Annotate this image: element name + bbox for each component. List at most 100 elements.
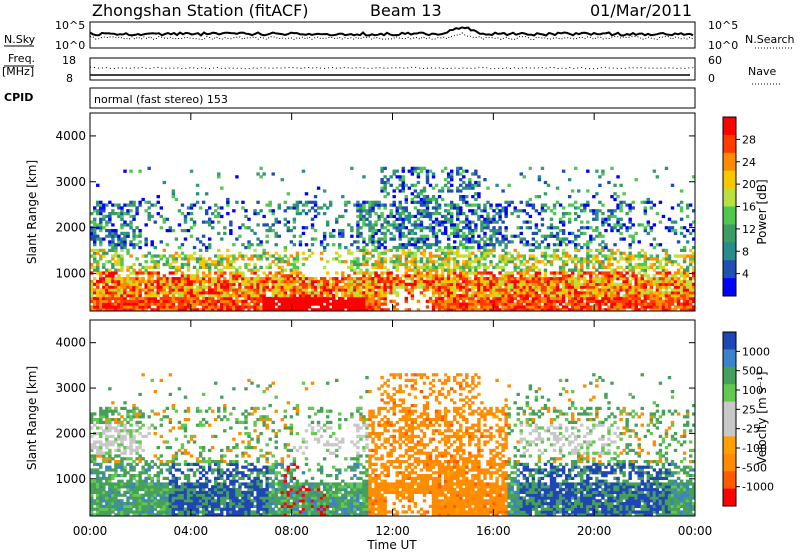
- heatmap-cell: [214, 308, 218, 312]
- heatmap-cell: [374, 282, 378, 286]
- heatmap-cell: [114, 262, 118, 267]
- heatmap-cell: [277, 291, 281, 295]
- heatmap-cell: [117, 257, 121, 261]
- heatmap-cell: [286, 206, 291, 210]
- heatmap-cell: [477, 180, 481, 185]
- heatmap-cell: [286, 305, 291, 309]
- heatmap-cell: [419, 285, 424, 289]
- heatmap-cell: [359, 288, 363, 292]
- heatmap-cell: [99, 308, 103, 312]
- heatmap-cell: [147, 279, 151, 284]
- heatmap-cell: [643, 262, 647, 267]
- heatmap-cell: [114, 493, 118, 497]
- heatmap-cell: [437, 262, 442, 267]
- heatmap-cell: [292, 277, 297, 281]
- heatmap-cell: [301, 169, 306, 173]
- heatmap-cell: [513, 209, 517, 213]
- heatmap-cell: [150, 279, 154, 284]
- heatmap-cell: [253, 302, 257, 306]
- heatmap-cell: [241, 243, 245, 247]
- heatmap-cell: [561, 279, 566, 284]
- heatmap-cell: [292, 271, 297, 275]
- heatmap-cell: [456, 262, 460, 267]
- heatmap-cell: [283, 217, 288, 221]
- heatmap-cell: [631, 271, 635, 275]
- heatmap-cell: [232, 308, 236, 312]
- heatmap-cell: [601, 212, 605, 216]
- heatmap-cell: [274, 217, 278, 221]
- heatmap-cell: [126, 285, 130, 289]
- heatmap-cell: [561, 268, 566, 272]
- heatmap-cell: [492, 226, 496, 230]
- heatmap-cell: [531, 243, 536, 247]
- heatmap-cell: [395, 268, 399, 272]
- heatmap-cell: [449, 175, 454, 179]
- heatmap-cell: [93, 468, 97, 472]
- heatmap-cell: [105, 294, 109, 298]
- heatmap-cell: [471, 265, 475, 269]
- heatmap-cell: [241, 291, 245, 295]
- heatmap-cell: [431, 226, 436, 230]
- heatmap-cell: [392, 189, 396, 193]
- heatmap-cell: [546, 279, 551, 284]
- heatmap-cell: [634, 277, 638, 281]
- heatmap-cell: [567, 212, 572, 216]
- heatmap-cell: [658, 262, 663, 267]
- heatmap-cell: [655, 302, 660, 306]
- heatmap-cell: [607, 260, 611, 264]
- heatmap-cell: [368, 288, 372, 292]
- heatmap-cell: [389, 257, 393, 261]
- heatmap-cell: [150, 299, 154, 303]
- heatmap-cell: [634, 262, 638, 267]
- heatmap-cell: [498, 203, 502, 207]
- heatmap-cell: [274, 251, 278, 255]
- heatmap-cell: [625, 294, 629, 298]
- heatmap-cell: [147, 291, 151, 295]
- heatmap-cell: [171, 285, 176, 289]
- heatmap-cell: [195, 296, 200, 301]
- heatmap-cell: [156, 302, 160, 306]
- heatmap-cell: [132, 243, 136, 247]
- heatmap-cell: [123, 485, 127, 489]
- heatmap-cell: [353, 294, 357, 298]
- heatmap-cell: [583, 277, 587, 281]
- heatmap-cell: [105, 260, 109, 264]
- heatmap-cell: [580, 209, 584, 213]
- heatmap-cell: [449, 294, 454, 298]
- heatmap-cell: [474, 209, 478, 213]
- heatmap-cell: [265, 251, 269, 255]
- heatmap-cell: [507, 291, 511, 295]
- heatmap-cell: [416, 195, 421, 199]
- heatmap-cell: [540, 291, 545, 295]
- heatmap-cell: [655, 265, 660, 269]
- heatmap-cell: [552, 203, 557, 207]
- heatmap-cell: [456, 285, 460, 289]
- heatmap-cell: [102, 409, 106, 413]
- heatmap-cell: [93, 502, 97, 506]
- heatmap-cell: [673, 271, 678, 275]
- heatmap-cell: [555, 296, 560, 301]
- heatmap-cell: [483, 302, 487, 306]
- heatmap-cell: [177, 282, 182, 286]
- heatmap-cell: [667, 260, 672, 264]
- heatmap-cell: [186, 299, 191, 303]
- heatmap-cell: [180, 308, 185, 312]
- heatmap-cell: [416, 212, 421, 216]
- heatmap-cell: [398, 178, 402, 182]
- heatmap-cell: [555, 299, 560, 303]
- heatmap-cell: [102, 485, 106, 489]
- heatmap-cell: [613, 299, 617, 303]
- heatmap-cell: [643, 296, 647, 301]
- heatmap-cell: [404, 271, 409, 275]
- heatmap-cell: [531, 203, 536, 207]
- heatmap-cell: [437, 265, 442, 269]
- heatmap-cell: [643, 257, 647, 261]
- heatmap-cell: [616, 282, 620, 286]
- heatmap-cell: [117, 302, 121, 306]
- heatmap-cell: [577, 248, 581, 252]
- heatmap-cell: [111, 302, 115, 306]
- heatmap-cell: [589, 299, 593, 303]
- heatmap-cell: [207, 305, 212, 309]
- heatmap-cell: [105, 409, 109, 413]
